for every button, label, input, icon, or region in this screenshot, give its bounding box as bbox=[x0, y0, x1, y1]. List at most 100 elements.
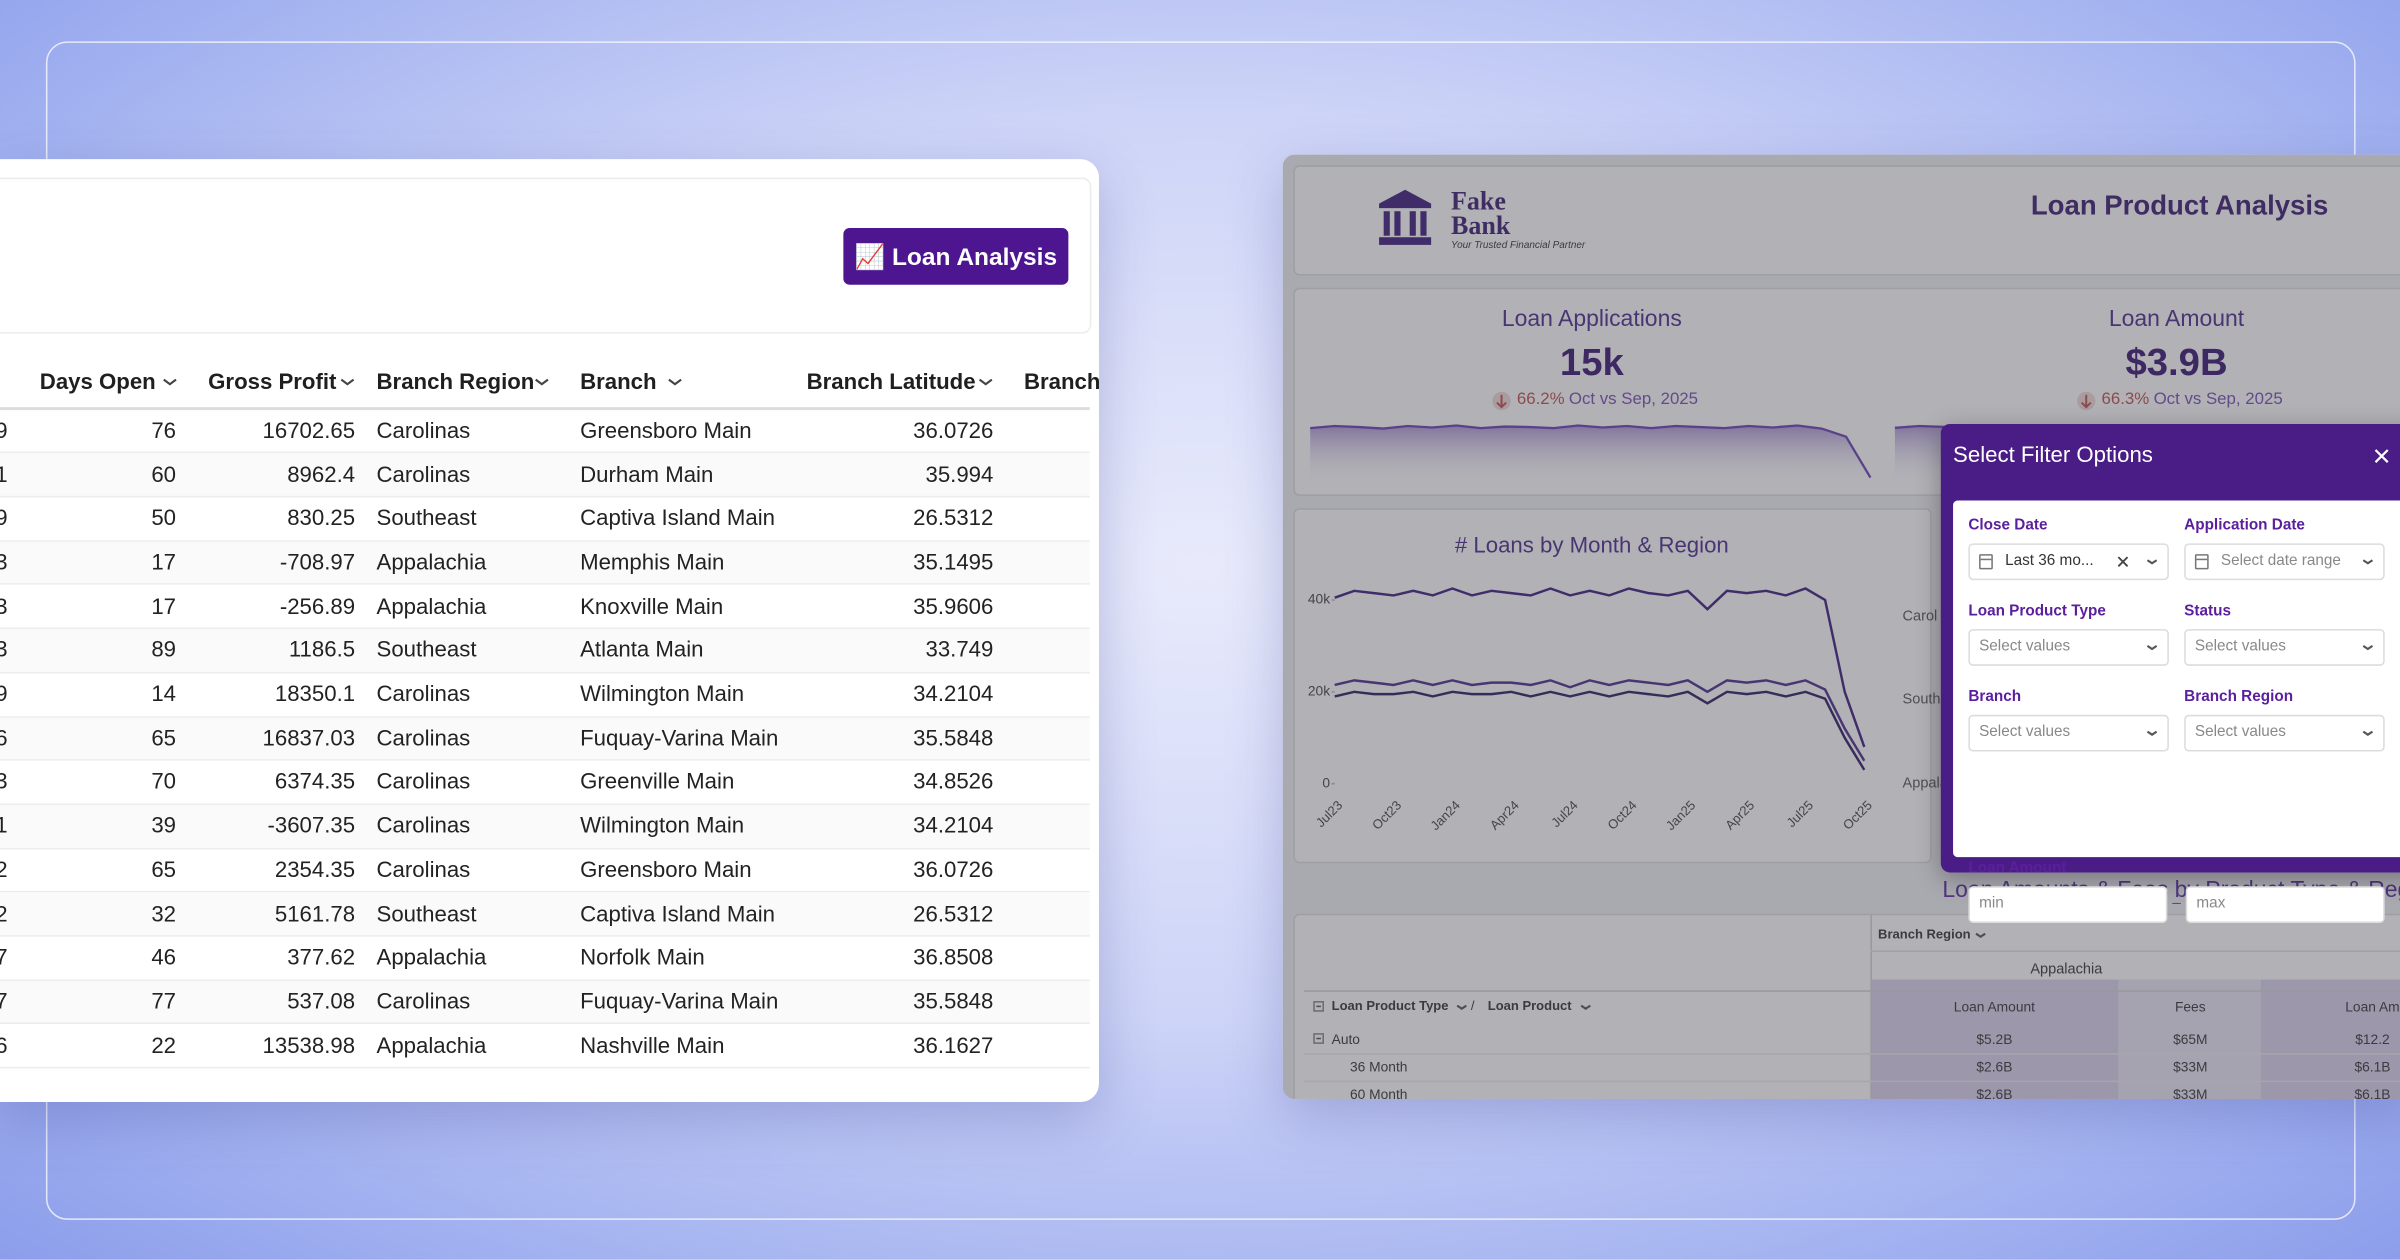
table-cell: 3 bbox=[0, 548, 8, 579]
table-cell: Appalachia bbox=[376, 550, 487, 576]
pivot-cell: $6.1B bbox=[2354, 1058, 2391, 1075]
table-cell: Wilmington Main bbox=[580, 814, 745, 839]
chevron-icon bbox=[340, 379, 355, 387]
column-header[interactable]: Days Open bbox=[39, 370, 156, 395]
table-cell: 22 bbox=[151, 1034, 177, 1059]
table-cell: 7 bbox=[0, 987, 8, 1018]
collapse-icon[interactable] bbox=[1313, 1001, 1324, 1012]
table-cell: Captiva Island Main bbox=[580, 507, 776, 532]
column-header[interactable]: Branch bbox=[580, 370, 657, 395]
series-line bbox=[1334, 690, 1866, 771]
series-label: South bbox=[1903, 691, 1941, 707]
pivot-cell: $5.2B bbox=[1976, 1031, 2013, 1047]
table-row bbox=[0, 409, 1090, 454]
logo-name: Fake bbox=[1451, 186, 1506, 216]
calendar-bar bbox=[1980, 558, 1992, 561]
input[interactable] bbox=[1968, 886, 2168, 923]
table-cell: Fuquay-Varina Main bbox=[580, 990, 779, 1015]
table-cell: 8962.4 bbox=[287, 463, 356, 488]
close-button[interactable] bbox=[2374, 448, 2389, 464]
pivot-separator: / bbox=[1470, 998, 1475, 1014]
table-cell: 3 bbox=[0, 768, 8, 799]
pivot-row-field: Loan Product bbox=[1487, 998, 1572, 1014]
input[interactable] bbox=[1968, 629, 2169, 666]
dashboard-title: Loan Product Analysis bbox=[2030, 190, 2329, 222]
clear-button[interactable] bbox=[2117, 556, 2129, 568]
table-cell: 17 bbox=[151, 594, 177, 620]
chevron-icon bbox=[1975, 932, 1986, 939]
table-row bbox=[0, 1024, 1090, 1069]
collapse-icon[interactable] bbox=[1313, 1033, 1324, 1044]
table-cell: Carolinas bbox=[376, 990, 471, 1015]
field-label: Status bbox=[2184, 603, 2231, 620]
change-arrow bbox=[1496, 394, 1507, 409]
table-cell: Greensboro Main bbox=[580, 858, 752, 883]
input[interactable] bbox=[2184, 543, 2385, 581]
kpi-change: 66.3% bbox=[2101, 390, 2150, 410]
loan-analysis-button[interactable]: 📈 Loan Analysis bbox=[843, 228, 1069, 285]
pivot-measure: Fees bbox=[2174, 999, 2206, 1015]
input[interactable] bbox=[1968, 543, 2169, 581]
table-cell: 35.5848 bbox=[913, 726, 994, 752]
input[interactable] bbox=[1968, 714, 2169, 752]
pivot-row-field: Loan Product Type bbox=[1331, 998, 1449, 1014]
table-cell: 26.5312 bbox=[913, 902, 994, 927]
table-cell: 32 bbox=[151, 902, 177, 927]
bank-logo bbox=[1379, 189, 1432, 245]
table-row bbox=[0, 453, 1090, 498]
close-icon bbox=[2374, 449, 2389, 464]
chevron-icon bbox=[2146, 645, 2158, 651]
pivot-line bbox=[1304, 990, 2400, 992]
table-cell: 830.25 bbox=[287, 507, 356, 532]
table-cell: 65 bbox=[151, 858, 177, 883]
calendar-icon bbox=[2194, 554, 2209, 570]
chevron-icon bbox=[2146, 559, 2158, 565]
chart-title: # Loans by Month & Region bbox=[1454, 533, 1729, 559]
table-cell: 6374.35 bbox=[274, 770, 356, 796]
column-header[interactable]: Branch bbox=[1023, 370, 1099, 395]
column-header[interactable]: Gross Profit bbox=[208, 370, 337, 395]
table-card: 📈 Loan Analysis Days Open Gross Profit Bra… bbox=[0, 159, 1099, 1103]
input[interactable] bbox=[2184, 629, 2385, 666]
pivot-row-label: 36 Month bbox=[1349, 1058, 1408, 1075]
table-cell: 377.62 bbox=[287, 946, 356, 971]
field-placeholder: Select values bbox=[2194, 638, 2286, 656]
table-cell: Greensboro Main bbox=[580, 419, 752, 444]
table-row bbox=[0, 848, 1090, 893]
range-separator: – bbox=[2172, 895, 2181, 913]
table-cell: Carolinas bbox=[376, 858, 471, 883]
y-tick-label: 0 bbox=[1322, 775, 1330, 790]
table-cell: Carolinas bbox=[376, 726, 471, 752]
table-cell: Appalachia bbox=[376, 946, 487, 971]
chevron-icon bbox=[2362, 645, 2374, 651]
column-header[interactable]: Branch Latitude bbox=[806, 370, 976, 395]
kpi-title: Loan Applications bbox=[1501, 305, 1682, 332]
table-cell: 9 bbox=[0, 680, 8, 711]
table-cell: 16702.65 bbox=[262, 419, 356, 444]
series-line bbox=[1334, 587, 1866, 748]
kpi-value: 15k bbox=[1559, 340, 1624, 384]
table-cell: 36.0726 bbox=[913, 419, 994, 444]
field-label: Loan Amount bbox=[1968, 860, 2067, 878]
pivot-line bbox=[1870, 950, 2400, 953]
table-cell: 35.9606 bbox=[913, 594, 994, 620]
kpi-title: Loan Amount bbox=[2108, 305, 2245, 332]
table-cell: Carolinas bbox=[376, 814, 471, 839]
pivot-cell: $33M bbox=[2173, 1086, 2208, 1099]
input[interactable] bbox=[2184, 714, 2385, 752]
pivot-shade bbox=[2118, 979, 2261, 1099]
table-row bbox=[0, 541, 1090, 586]
table-cell: 17 bbox=[151, 550, 177, 576]
series-label: Appala bbox=[1903, 776, 1949, 792]
table-row bbox=[0, 585, 1090, 630]
field-placeholder: Select values bbox=[1979, 638, 2071, 656]
pivot-shade bbox=[1870, 979, 2119, 1099]
input[interactable] bbox=[2185, 886, 2385, 923]
chevron-icon bbox=[163, 379, 177, 387]
table-cell: -256.89 bbox=[279, 594, 356, 620]
table-cell: 77 bbox=[151, 990, 177, 1015]
chevron-icon bbox=[1456, 1004, 1467, 1010]
column-header[interactable]: Branch Region bbox=[376, 370, 535, 395]
table-cell: 9 bbox=[0, 504, 8, 535]
table-row bbox=[0, 717, 1090, 762]
